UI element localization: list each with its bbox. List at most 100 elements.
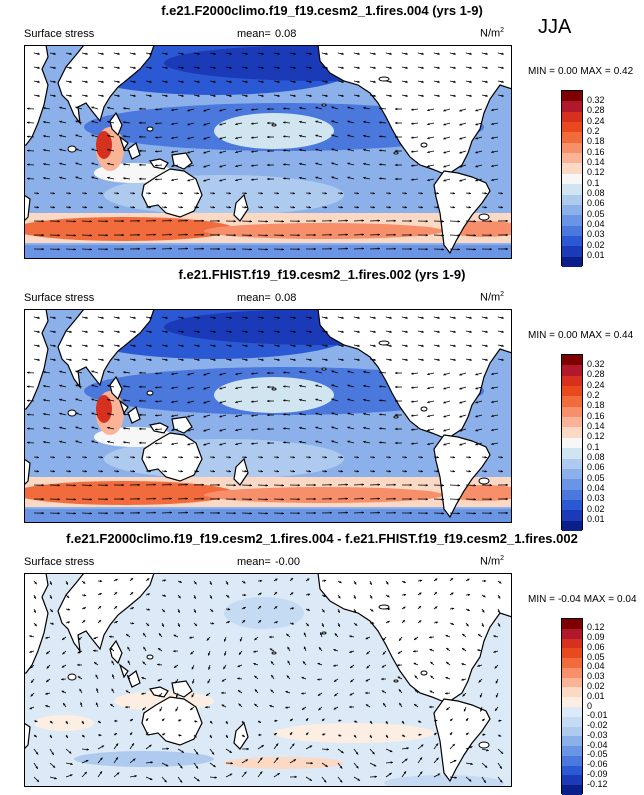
colorbar-swatch [562,174,582,185]
colorbar-swatch [562,639,582,649]
colorbar-tick-label: 0.1 [587,179,600,188]
mean-label: mean=0.08 [233,28,296,40]
island-outline [322,104,326,106]
units-label: N/m2 [480,291,504,304]
colorbar-tick-label: -0.01 [587,711,608,720]
field-region [96,395,112,423]
colorbar-tick-label: 0.02 [587,682,605,691]
colorbar-swatch [562,122,582,133]
colorbar-swatch [562,236,582,247]
colorbar-tick-label: 0.32 [587,360,605,369]
colorbar-swatch [562,355,582,366]
mean-text: mean= [237,28,271,40]
island-outline [272,124,276,126]
colorbar-tick-label: 0.02 [587,241,605,250]
colorbar-tick-label: 0.04 [587,484,605,493]
colorbar-tick-label: 0.24 [587,117,605,126]
colorbar-tick-label: 0.09 [587,633,605,642]
field-region [204,223,444,239]
mean-text: mean= [237,292,271,304]
colorbar-tick-label: 0.16 [587,148,605,157]
colorbar-swatch [562,153,582,164]
colorbar-tick-label: 0.04 [587,662,605,671]
colorbar-tick-label: -0.02 [587,721,608,730]
colorbar-tick-label: 0.18 [587,401,605,410]
units-exponent: 2 [500,27,504,34]
max-text: MAX = [580,330,610,341]
max-value: 0.42 [614,66,633,77]
colorbar-tick-label: -0.04 [587,741,608,750]
colorbar-box [561,354,583,530]
colorbar-swatch [562,479,582,490]
island-outline [322,632,326,634]
colorbar-tick-label: 0.12 [587,432,605,441]
island-outline [479,478,489,484]
colorbar-swatch [562,658,582,668]
colorbar-tick-label: 0.02 [587,505,605,514]
field-region [74,751,214,767]
panel-title: f.e21.FHIST.f19_f19.cesm2_1.fires.002 (y… [0,267,644,282]
field-region [24,509,512,523]
field-region [34,715,94,731]
stress-map [24,573,512,787]
colorbar-tick-label: 0.28 [587,106,605,115]
colorbar-tick-label: 0.16 [587,412,605,421]
min-value: 0.00 [558,66,577,77]
island-outline [68,410,76,416]
colorbar-swatch [562,727,582,737]
units-exponent: 2 [500,291,504,298]
colorbar-swatch [562,215,582,226]
island-outline [322,368,326,370]
colorbar-swatch [562,619,582,629]
max-value: 0.44 [614,330,633,341]
colorbar-swatch [562,510,582,521]
max-text: MAX = [584,594,614,605]
colorbar-swatch [562,438,582,449]
colorbar-swatch [562,629,582,639]
colorbar-swatch [562,775,582,785]
colorbar-swatch [562,736,582,746]
units-label: N/m2 [480,555,504,568]
panel-3: f.e21.F2000climo.f19_f19.cesm2_1.fires.0… [0,528,644,790]
colorbar-swatch [562,91,582,102]
map-plot [24,45,512,259]
colorbar-tick-label: -0.03 [587,731,608,740]
colorbar-box [561,90,583,266]
panel-title: f.e21.F2000climo.f19_f19.cesm2_1.fires.0… [0,531,644,546]
colorbar-swatch [562,184,582,195]
colorbar-tick-label: 0.1 [587,443,600,452]
island-outline [379,605,389,609]
colorbar-tick-label: 0.04 [587,220,605,229]
island-outline [272,388,276,390]
colorbar-tick-label: 0.14 [587,422,605,431]
island-outline [272,652,276,654]
colorbar-swatch [562,459,582,470]
colorbar-tick-label: 0.05 [587,210,605,219]
colorbar-swatch [562,668,582,678]
variable-label: Surface stress [24,292,94,304]
island-outline [421,671,427,675]
colorbar-swatch [562,746,582,756]
panel-2: f.e21.FHIST.f19_f19.cesm2_1.fires.002 (y… [0,264,644,526]
field-region [24,245,512,259]
island-outline [147,391,153,395]
colorbar-swatch [562,697,582,707]
min-value: -0.04 [558,594,581,605]
colorbar-tick-label: 0.06 [587,643,605,652]
colorbar-tick-label: 0.08 [587,453,605,462]
colorbar-tick-label: -0.09 [587,770,608,779]
colorbar-swatch [562,448,582,459]
island-outline [379,341,389,345]
colorbar-swatch [562,648,582,658]
colorbar-swatch [562,707,582,717]
colorbar-swatch [562,766,582,776]
min-text: MIN = [528,594,555,605]
field-region [274,723,434,743]
island-outline [479,214,489,220]
colorbar-tick-label: 0.14 [587,158,605,167]
colorbar-tick-label: 0.03 [587,494,605,503]
colorbar-swatch [562,195,582,206]
